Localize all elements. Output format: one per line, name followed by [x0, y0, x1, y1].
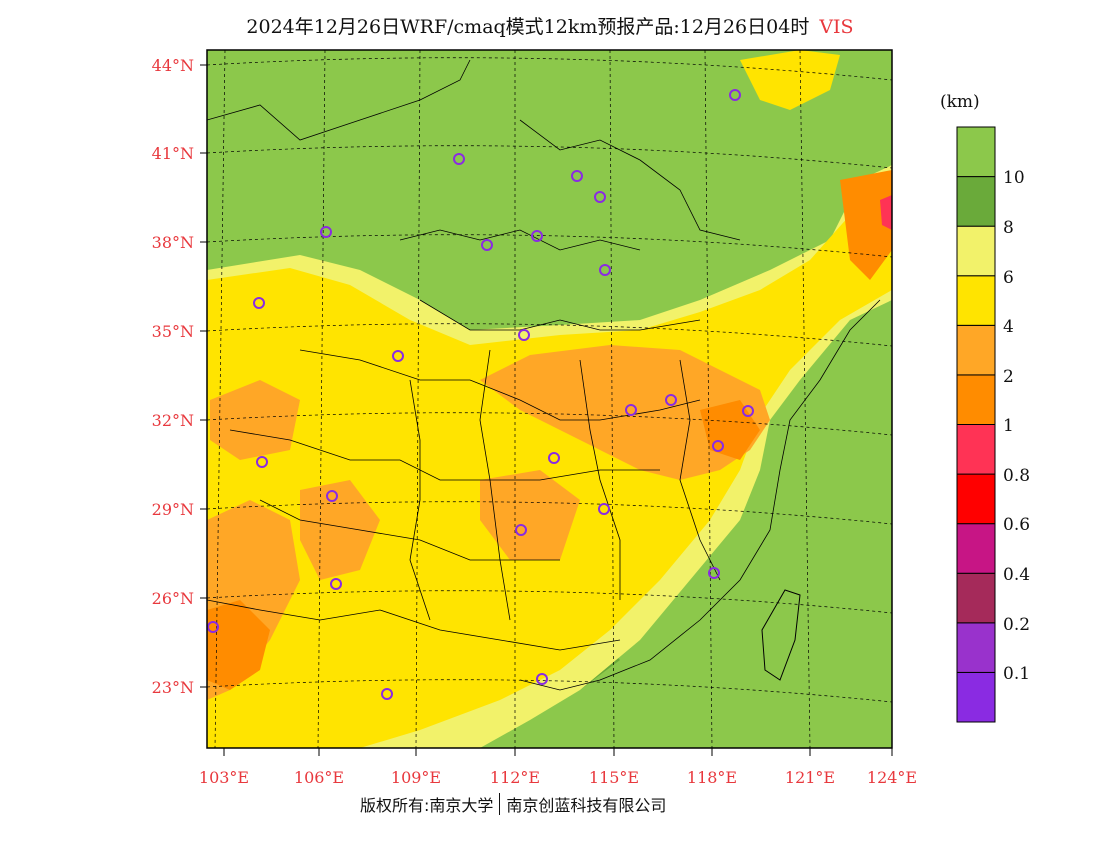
station-marker [599, 264, 611, 276]
map-frame [206, 49, 893, 749]
station-marker [594, 191, 606, 203]
colorbar-swatch [956, 473, 996, 525]
copyright-left: 版权所有:南京大学 [360, 796, 494, 815]
colorbar-label: 0.1 [1003, 664, 1031, 684]
field-4-6-northeast [740, 50, 840, 110]
graticule [207, 50, 892, 748]
lat-label-26: 26°N [151, 589, 194, 608]
title-variable: VIS [819, 16, 854, 38]
title-main: 2024年12月26日WRF/cmaq模式12km预报产品:12月26日04时 [246, 16, 810, 38]
station-marker [708, 567, 720, 579]
station-marker [536, 673, 548, 685]
field-2-4-hunan [480, 470, 580, 560]
colorbar-swatch [956, 671, 996, 723]
station-marker [392, 350, 404, 362]
copyright-right: 南京创蓝科技有限公司 [506, 796, 667, 815]
station-marker [453, 153, 465, 165]
lon-label-112: 112°E [489, 768, 541, 787]
lon-label-124: 124°E [866, 768, 918, 787]
station-marker [729, 89, 741, 101]
taiwan-outline [761, 589, 801, 681]
colorbar-swatch [956, 275, 996, 326]
station-marker [665, 394, 677, 406]
lat-ticks [200, 64, 207, 688]
station-marker [326, 490, 338, 502]
lat-label-38: 38°N [151, 233, 194, 252]
colorbar-swatch [956, 622, 996, 673]
station-marker [515, 524, 527, 536]
chart-title: 2024年12月26日WRF/cmaq模式12km预报产品:12月26日04时 V… [0, 12, 1100, 39]
lat-label-29: 29°N [151, 500, 194, 519]
station-marker [256, 456, 268, 468]
province-borders [207, 59, 881, 691]
lat-label-23: 23°N [151, 678, 194, 697]
station-marker [481, 239, 493, 251]
colorbar-label: 10 [1003, 168, 1025, 188]
station-marker [625, 404, 637, 416]
station-marker [712, 440, 724, 452]
colorbar [956, 126, 996, 723]
lon-label-121: 121°E [784, 768, 836, 787]
station-marker [531, 230, 543, 242]
station-marker [548, 452, 560, 464]
colorbar-label: 0.4 [1003, 565, 1031, 585]
station-marker [320, 226, 332, 238]
station-markers [207, 89, 754, 700]
copyright-footer: 版权所有:南京大学 南京创蓝科技有限公司 [360, 792, 666, 816]
footer-separator [499, 793, 501, 815]
station-marker [518, 329, 530, 341]
lon-label-115: 115°E [588, 768, 640, 787]
colorbar-unit: (km) [940, 92, 980, 112]
station-marker [381, 688, 393, 700]
colorbar-swatch [956, 225, 996, 277]
colorbar-swatch [956, 424, 996, 475]
field-2-4-sichuan [210, 380, 300, 460]
lon-label-106: 106°E [293, 768, 345, 787]
colorbar-swatch [956, 176, 996, 227]
field-1-2-korea [840, 170, 892, 280]
colorbar-swatch [956, 324, 996, 376]
map-field [207, 50, 892, 748]
colorbar-label: 1 [1003, 416, 1014, 436]
field-4-6 [207, 185, 892, 748]
lat-label-32: 32°N [151, 411, 194, 430]
field-2-4-central [480, 345, 770, 480]
lon-label-103: 103°E [198, 768, 250, 787]
colorbar-swatch [956, 523, 996, 574]
lat-label-35: 35°N [151, 322, 194, 341]
colorbar-swatch [956, 572, 996, 624]
colorbar-label: 6 [1003, 268, 1014, 288]
station-marker [207, 621, 219, 633]
station-marker [571, 170, 583, 182]
station-marker [598, 503, 610, 515]
lon-label-109: 109°E [390, 768, 442, 787]
colorbar-label: 8 [1003, 218, 1014, 238]
lon-ticks [223, 748, 893, 756]
colorbar-label: 0.2 [1003, 615, 1031, 635]
colorbar-label: 4 [1003, 317, 1014, 337]
colorbar-label: 2 [1003, 367, 1014, 387]
lat-label-44: 44°N [151, 56, 194, 75]
lon-label-118: 118°E [686, 768, 738, 787]
lat-label-41: 41°N [151, 144, 194, 163]
field-1-2-yunnan [207, 600, 270, 690]
colorbar-swatch [956, 374, 996, 425]
station-marker [330, 578, 342, 590]
colorbar-label: 0.6 [1003, 515, 1031, 535]
station-marker [253, 297, 265, 309]
colorbar-swatch [956, 126, 996, 178]
station-marker [742, 405, 754, 417]
colorbar-label: 0.8 [1003, 466, 1031, 486]
field-08-1-korea [880, 195, 892, 230]
